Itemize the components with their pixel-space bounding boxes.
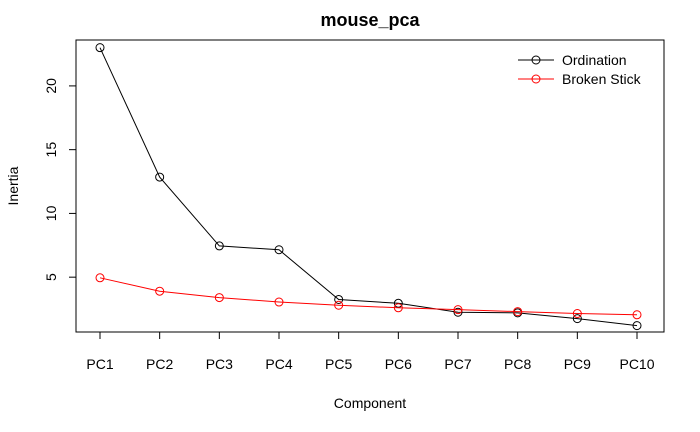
x-tick-label: PC7 — [444, 356, 471, 372]
data-point-broken-stick — [453, 305, 463, 315]
legend: Ordination Broken Stick — [518, 52, 642, 87]
data-point-broken-stick — [572, 309, 582, 319]
x-tick-label: PC5 — [325, 356, 352, 372]
data-point-ordination — [214, 241, 224, 251]
data-point-ordination — [274, 245, 284, 255]
series-layer — [95, 43, 642, 331]
series-broken-stick — [95, 273, 642, 320]
data-point-broken-stick — [95, 273, 105, 283]
data-point-broken-stick — [632, 310, 642, 320]
x-tick-label: PC6 — [385, 356, 412, 372]
data-point-broken-stick — [334, 300, 344, 310]
y-tick-label: 10 — [43, 205, 59, 221]
data-point-ordination — [334, 294, 344, 304]
x-tick-label: PC4 — [265, 356, 292, 372]
legend-item-ordination: Ordination — [518, 52, 627, 68]
y-tick-label: 15 — [43, 142, 59, 158]
data-point-broken-stick — [513, 307, 523, 317]
y-tick-label: 20 — [43, 78, 59, 94]
data-point-ordination — [155, 172, 165, 182]
data-point-ordination — [632, 321, 642, 331]
x-axis: PC1 PC2 PC3 PC4 PC5 PC6 PC7 PC8 PC9 PC10 — [86, 331, 655, 372]
y-tick-label: 5 — [43, 273, 59, 281]
legend-item-broken-stick: Broken Stick — [518, 71, 642, 87]
data-point-ordination — [95, 43, 105, 53]
y-axis-label: Inertia — [5, 166, 21, 205]
x-tick-label: PC9 — [564, 356, 591, 372]
data-point-broken-stick — [393, 303, 403, 313]
x-tick-label: PC3 — [206, 356, 233, 372]
series-line-ordination — [99, 47, 638, 327]
legend-marker — [531, 74, 541, 84]
legend-label: Ordination — [562, 52, 627, 68]
x-tick-label: PC10 — [619, 356, 654, 372]
data-point-broken-stick — [274, 297, 284, 307]
chart-title: mouse_pca — [320, 10, 420, 30]
x-tick-label: PC8 — [504, 356, 531, 372]
data-point-ordination — [453, 307, 463, 317]
series-line-broken-stick — [99, 277, 638, 316]
x-axis-label: Component — [334, 395, 406, 411]
legend-marker — [531, 55, 541, 65]
x-tick-label: PC1 — [86, 356, 113, 372]
legend-label: Broken Stick — [562, 71, 642, 87]
y-axis: 5 10 15 20 — [43, 78, 77, 281]
data-point-ordination — [572, 314, 582, 324]
data-point-broken-stick — [214, 293, 224, 303]
data-point-broken-stick — [155, 286, 165, 296]
x-tick-label: PC2 — [146, 356, 173, 372]
series-ordination — [95, 43, 642, 331]
